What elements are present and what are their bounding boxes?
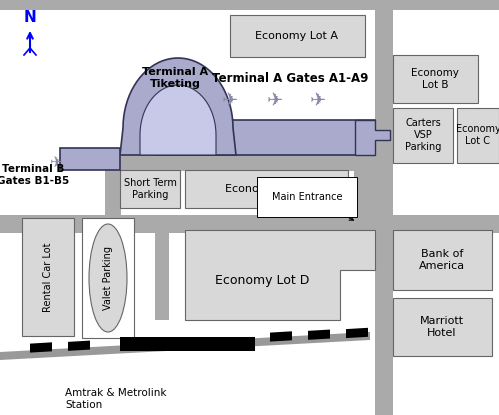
Text: Economy
Lot C: Economy Lot C [456, 124, 499, 146]
Bar [155, 215, 169, 320]
Polygon shape [270, 331, 292, 342]
Polygon shape [68, 341, 90, 351]
Text: Terminal A
Tiketing: Terminal A Tiketing [142, 67, 208, 89]
Bar [0, 0, 499, 10]
Bar [60, 148, 120, 170]
Text: Economy
Lot B: Economy Lot B [411, 68, 459, 90]
Text: N: N [23, 10, 36, 25]
Bar [105, 155, 370, 171]
Text: Economy Lot A: Economy Lot A [255, 31, 338, 41]
Polygon shape [346, 328, 368, 338]
Text: Main Entrance: Main Entrance [272, 192, 353, 220]
Bar [22, 218, 74, 336]
Text: ✈: ✈ [267, 90, 283, 110]
Bar [155, 120, 375, 155]
Polygon shape [355, 120, 390, 155]
Text: ✈: ✈ [48, 156, 61, 171]
Bar [393, 298, 492, 356]
Text: ✈: ✈ [310, 90, 326, 110]
Bar [393, 108, 453, 163]
Bar [82, 218, 134, 338]
Bar [354, 155, 376, 230]
Polygon shape [0, 332, 370, 360]
Bar [230, 15, 365, 57]
Polygon shape [120, 58, 236, 155]
Bar [185, 170, 348, 208]
Text: Economy Lot D: Economy Lot D [215, 273, 309, 286]
Bar [120, 170, 180, 208]
Bar [105, 155, 121, 230]
Text: ✈: ✈ [222, 90, 238, 110]
Text: Carters
VSP
Parking: Carters VSP Parking [405, 118, 441, 151]
Polygon shape [140, 85, 216, 155]
Ellipse shape [89, 224, 127, 332]
Text: Short Term
Parking: Short Term Parking [124, 178, 177, 200]
Bar [393, 55, 478, 103]
Bar [120, 337, 255, 351]
Text: Valet Parking: Valet Parking [103, 246, 113, 310]
Bar [393, 230, 492, 290]
Bar [0, 215, 499, 233]
Polygon shape [185, 230, 375, 320]
Text: Terminal A Gates A1-A9: Terminal A Gates A1-A9 [212, 71, 368, 85]
Text: Economy Lot E: Economy Lot E [225, 184, 307, 194]
Text: Amtrak & Metrolink
Station: Amtrak & Metrolink Station [65, 388, 167, 410]
Bar [375, 0, 393, 415]
Text: Marriott
Hotel: Marriott Hotel [420, 316, 464, 338]
Text: Bank of
America: Bank of America [419, 249, 465, 271]
Text: Rental Car Lot: Rental Car Lot [43, 242, 53, 312]
Bar [457, 108, 499, 163]
Text: Terminal B
Gates B1-B5: Terminal B Gates B1-B5 [0, 164, 69, 186]
Polygon shape [30, 342, 52, 353]
Polygon shape [308, 330, 330, 340]
